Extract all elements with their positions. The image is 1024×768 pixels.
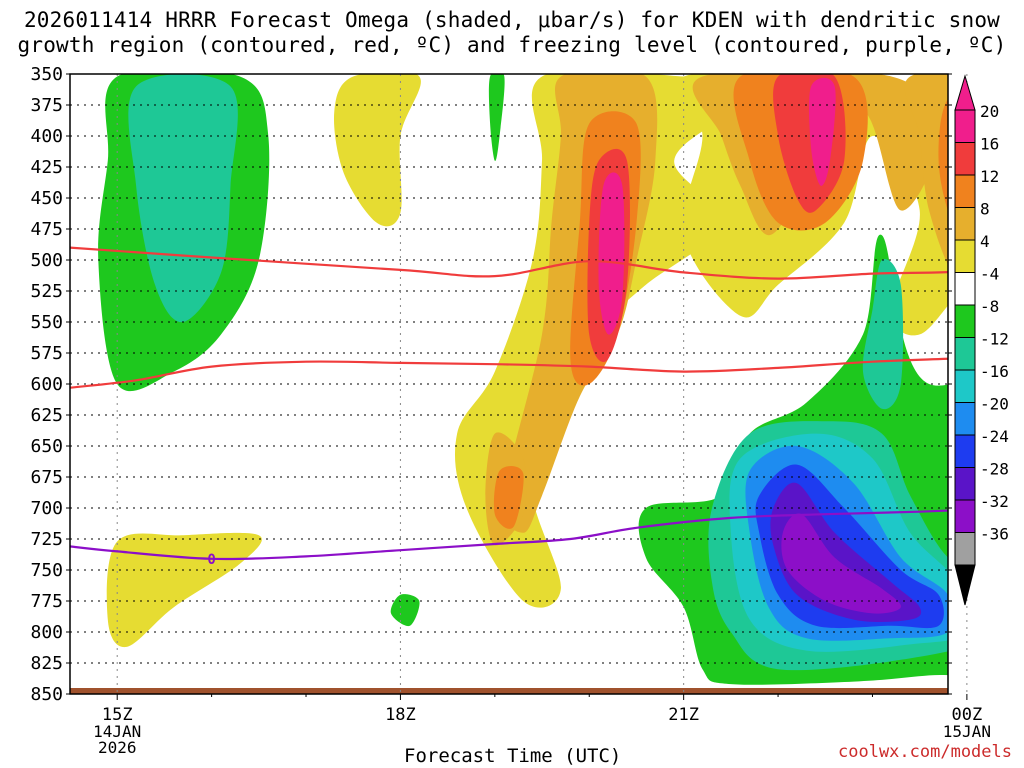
- colorbar-swatch: [954, 304, 976, 338]
- x-tick-sublabel: 14JAN: [93, 722, 141, 741]
- x-axis-label: Forecast Time (UTC): [404, 745, 622, 767]
- omega-pos-upper-small: [333, 74, 421, 227]
- contour-label-freezing-left: 0: [207, 552, 215, 568]
- omega-neg-tiny: [390, 594, 420, 627]
- colorbar-label: -4: [980, 265, 999, 284]
- x-tick-label: 18Z: [385, 705, 416, 725]
- x-axis: 15Z14JAN202618Z21Z00Z15JAN03Z06Z: [93, 694, 991, 757]
- y-tick-label: 350: [30, 64, 63, 85]
- colorbar-label: -20: [980, 395, 1009, 414]
- colorbar-label: -8: [980, 297, 999, 316]
- colorbar-label: 16: [980, 135, 999, 154]
- colorbar-label: -32: [980, 492, 1009, 511]
- x-tick-sublabel: 15JAN: [943, 722, 991, 741]
- colorbar-label: 4: [980, 232, 990, 251]
- credit-text: coolwx.com/models: [838, 742, 1012, 762]
- colorbar-swatch: [954, 402, 976, 436]
- y-tick-label: 450: [30, 188, 63, 209]
- omega-pos8-right: [904, 74, 948, 265]
- omega-pos12-right: [938, 98, 948, 211]
- colorbar-label: -16: [980, 362, 1009, 381]
- x-tick-label: 00Z: [952, 705, 983, 725]
- y-tick-label: 750: [30, 560, 63, 581]
- omega-neg8-top: [862, 258, 904, 410]
- y-tick-label: 625: [30, 405, 63, 426]
- y-tick-label: 650: [30, 436, 63, 457]
- colorbar-label: 12: [980, 167, 999, 186]
- colorbar-label: 20: [980, 102, 999, 121]
- colorbar-label: -28: [980, 460, 1009, 479]
- y-tick-label: 775: [30, 591, 63, 612]
- y-tick-label: 525: [30, 281, 63, 302]
- colorbar-top-arrow: [954, 74, 976, 111]
- x-tick-sublabel: 2026: [98, 738, 137, 757]
- y-tick-label: 575: [30, 343, 63, 364]
- y-tick-label: 700: [30, 498, 63, 519]
- colorbar-swatch: [954, 369, 976, 403]
- colorbar-swatch: [954, 174, 976, 208]
- omega-pos-left-lower: [106, 532, 262, 648]
- contour-minus18: [70, 246, 948, 280]
- colorbar-swatch: [954, 109, 976, 143]
- omega-shading: [70, 74, 948, 694]
- y-tick-label: 825: [30, 653, 63, 674]
- y-tick-label: 600: [30, 374, 63, 395]
- colorbar-bottom-arrow: [954, 564, 976, 606]
- chart-title-line-1: 2026011414 HRRR Forecast Omega (shaded, …: [23, 8, 1001, 32]
- omega-neg-upper-thin: [488, 74, 505, 161]
- colorbar-swatch: [954, 207, 976, 241]
- contour-minus12: [70, 357, 948, 389]
- y-tick-label: 850: [30, 684, 63, 705]
- contour-freezing-0: [70, 509, 948, 561]
- ground-strip: [70, 688, 948, 694]
- colorbar-label: 8: [980, 200, 990, 219]
- y-tick-label: 500: [30, 250, 63, 271]
- y-tick-label: 375: [30, 95, 63, 116]
- colorbar-swatch: [954, 467, 976, 501]
- y-tick-label: 800: [30, 622, 63, 643]
- colorbar-swatch: [954, 434, 976, 468]
- colorbar: 20 16 12 8 4 -4 -8 -12 -16 -20 -24 -28 -32 -36: [954, 74, 1009, 606]
- colorbar-swatch: [954, 337, 976, 371]
- chart-title-line-2: growth region (contoured, red, ºC) and f…: [17, 33, 1007, 57]
- y-axis: 350 375 400 425 450 475 500 525 550 575 600 625 650 6…: [30, 64, 952, 705]
- omega-pos12-low: [493, 465, 524, 529]
- colorbar-swatch: [954, 272, 976, 306]
- colorbar-swatch: [954, 532, 976, 566]
- colorbar-swatch: [954, 239, 976, 273]
- temperature-contours: -1800: [70, 246, 948, 568]
- colorbar-label: -24: [980, 427, 1009, 446]
- colorbar-swatch: [954, 142, 976, 176]
- x-tick-label: 21Z: [668, 705, 699, 725]
- y-tick-label: 400: [30, 126, 63, 147]
- colorbar-label: -36: [980, 525, 1009, 544]
- omega-neg28-main: [781, 513, 901, 614]
- omega-pos20-mid: [808, 77, 836, 186]
- x-tick-label: 15Z: [102, 705, 133, 725]
- omega-pos20-main: [598, 172, 625, 335]
- y-tick-label: 425: [30, 157, 63, 178]
- colorbar-swatch: [954, 499, 976, 533]
- y-tick-label: 725: [30, 529, 63, 550]
- colorbar-label: -12: [980, 330, 1009, 349]
- y-tick-label: 550: [30, 312, 63, 333]
- y-tick-label: 475: [30, 219, 63, 240]
- y-tick-label: 675: [30, 467, 63, 488]
